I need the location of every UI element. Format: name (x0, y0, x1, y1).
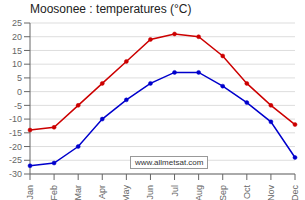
svg-text:20: 20 (12, 32, 22, 42)
svg-text:-20: -20 (9, 142, 22, 152)
svg-text:0: 0 (17, 87, 22, 97)
svg-text:Apr: Apr (97, 185, 107, 199)
svg-text:-5: -5 (14, 101, 22, 111)
svg-text:Oct: Oct (242, 185, 252, 200)
svg-text:Sep: Sep (218, 185, 228, 200)
svg-text:Feb: Feb (49, 185, 59, 200)
svg-text:Jun: Jun (145, 185, 155, 200)
svg-text:Jul: Jul (170, 185, 180, 197)
html-text:Moosonee : temperatures (°C): Moosonee : temperatures (°C) (30, 2, 192, 16)
svg-text:May: May (121, 185, 131, 200)
svg-text:Mar: Mar (73, 185, 83, 200)
svg-text:Jan: Jan (25, 185, 35, 200)
svg-text:Dec: Dec (290, 185, 300, 200)
svg-text:10: 10 (12, 59, 22, 69)
svg-text:25: 25 (12, 18, 22, 28)
svg-text:15: 15 (12, 46, 22, 56)
svg-text:-30: -30 (9, 169, 22, 179)
svg-text:Nov: Nov (266, 185, 276, 200)
svg-text:-10: -10 (9, 114, 22, 124)
svg-text:5: 5 (17, 73, 22, 83)
html-text:www.allmetsat.com: www.allmetsat.com (135, 158, 204, 167)
svg-text:-25: -25 (9, 155, 22, 165)
svg-text:Aug: Aug (194, 185, 204, 200)
svg-text:-15: -15 (9, 128, 22, 138)
